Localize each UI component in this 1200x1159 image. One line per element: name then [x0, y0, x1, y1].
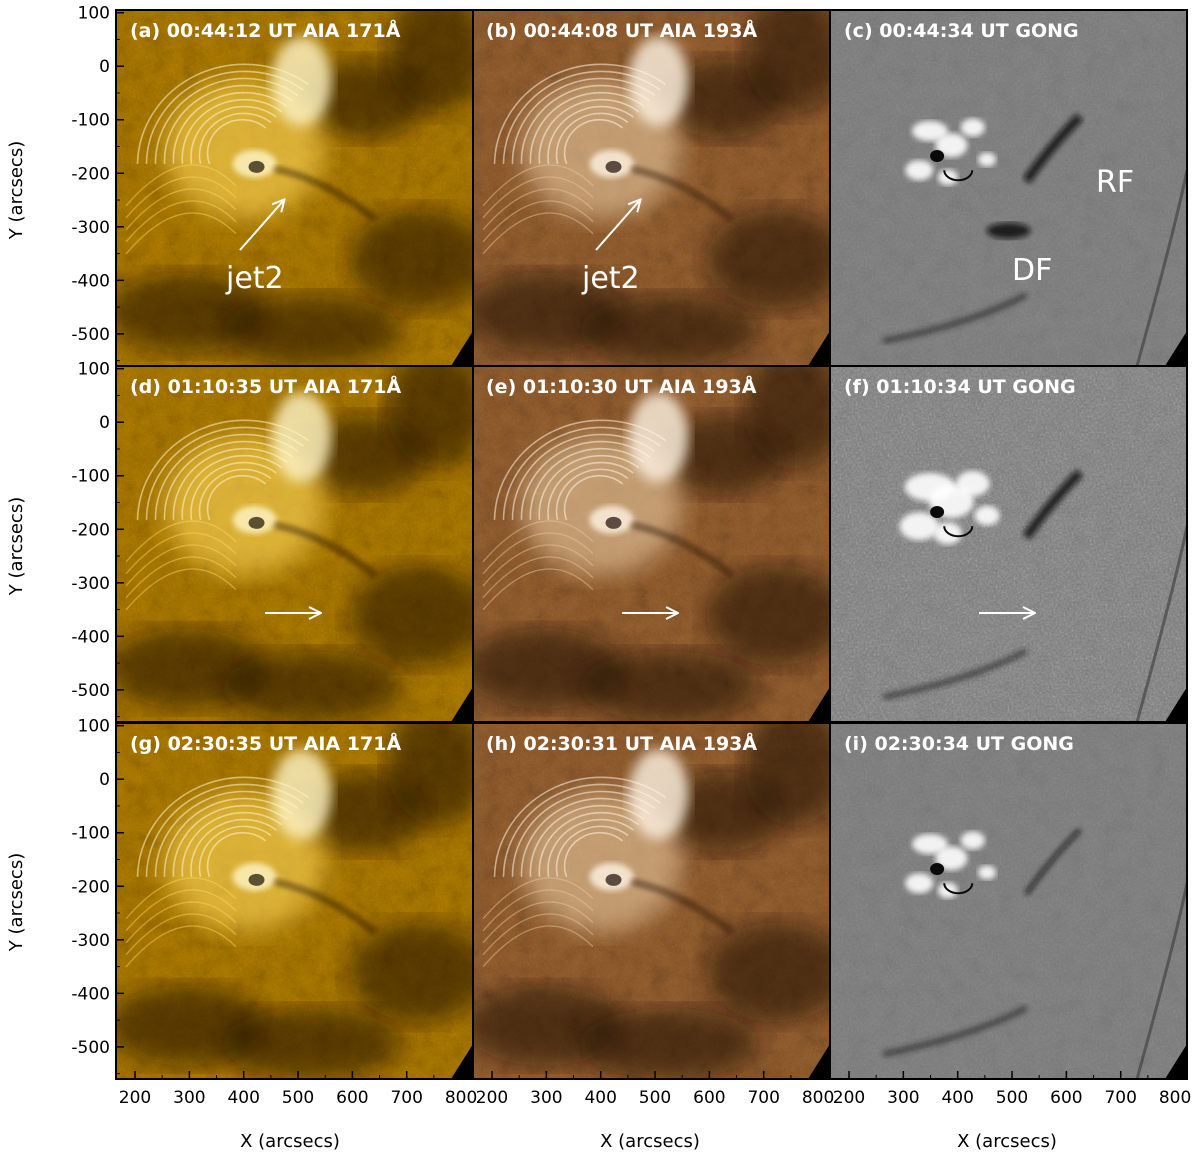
x-tick-label: 200: [476, 1088, 508, 1108]
y-tick-label: -500: [71, 681, 110, 701]
panel-labels: (a) 00:44:12 UT AIA 171Å (b) 00:44:08 UT…: [130, 18, 1079, 755]
x-tick-label: 300: [887, 1088, 919, 1108]
panel-image-g: [116, 723, 473, 1079]
y-tick-label: -500: [71, 325, 110, 345]
panel-image-c: [830, 10, 1187, 366]
image-panels: [115, 9, 1188, 1080]
x-axis-title-col2: X (arcsecs): [600, 1131, 700, 1152]
x-tick-label: 800: [802, 1088, 834, 1108]
panel-image-b: [473, 10, 830, 366]
x-tick-label: 700: [390, 1088, 422, 1108]
panel-label-i: (i) 02:30:34 UT GONG: [844, 733, 1074, 755]
x-tick-label: 700: [747, 1088, 779, 1108]
panel-label-c: (c) 00:44:34 UT GONG: [844, 20, 1079, 42]
panel-image-a: [116, 10, 473, 366]
y-tick-label: -200: [71, 877, 110, 897]
panel-label-b: (b) 00:44:08 UT AIA 193Å: [486, 18, 757, 42]
y-tick-label: 100: [78, 360, 110, 380]
y-tick-label: -500: [71, 1038, 110, 1058]
x-tick-label: 300: [173, 1088, 205, 1108]
x-tick-label: 400: [584, 1088, 616, 1108]
y-tick-label: -300: [71, 218, 110, 238]
y-tick-label: -300: [71, 931, 110, 951]
df-label: DF: [1012, 253, 1052, 288]
panel-frame: [829, 722, 1188, 1080]
y-axis-title-row3: Y (arcsecs): [6, 853, 27, 952]
y-tick-label: 0: [99, 413, 110, 433]
panel-image-f: [830, 366, 1187, 722]
jet2-arrow-b: [595, 200, 640, 251]
panel-f: [829, 365, 1188, 723]
y-tick-label: 100: [78, 717, 110, 737]
panel-label-g: (g) 02:30:35 UT AIA 171Å: [130, 731, 401, 755]
y-tick-label: -200: [71, 164, 110, 184]
x-tick-label: 600: [336, 1088, 368, 1108]
jet2-label-b: jet2: [581, 261, 640, 296]
y-tick-label: -300: [71, 574, 110, 594]
x-axis-title-col1: X (arcsecs): [240, 1131, 340, 1152]
panel-label-e: (e) 01:10:30 UT AIA 193Å: [486, 374, 757, 398]
x-axis-title-col3: X (arcsecs): [957, 1131, 1057, 1152]
x-tick-label: 500: [996, 1088, 1028, 1108]
y-tick-label: -100: [71, 824, 110, 844]
panel-i: [829, 722, 1188, 1080]
panel-image-h: [473, 723, 830, 1079]
y-axis-title-row1: Y (arcsecs): [6, 141, 27, 240]
x-tick-label: 800: [445, 1088, 477, 1108]
panel-label-h: (h) 02:30:31 UT AIA 193Å: [486, 731, 757, 755]
panel-label-d: (d) 01:10:35 UT AIA 171Å: [130, 374, 401, 398]
x-tick-label: 500: [282, 1088, 314, 1108]
y-tick-label: -200: [71, 520, 110, 540]
x-tick-label: 400: [941, 1088, 973, 1108]
y-tick-label: 0: [99, 57, 110, 77]
x-tick-label: 800: [1159, 1088, 1191, 1108]
x-tick-label: 200: [119, 1088, 151, 1108]
panel-b: [472, 9, 831, 367]
y-tick-label: -400: [71, 627, 110, 647]
y-tick-label: -400: [71, 271, 110, 291]
panel-h: [472, 722, 831, 1080]
annotations: jet2 jet2 RF DF: [225, 165, 1134, 613]
jet2-arrow-a: [239, 200, 284, 251]
jet2-label-a: jet2: [225, 261, 284, 296]
x-tick-label: 600: [1050, 1088, 1082, 1108]
axes: 100 0 -100 -200 -300 -400 -500 100 0 -100 -200 -300…: [71, 4, 1191, 1108]
rf-label: RF: [1096, 165, 1134, 200]
panel-c: [829, 9, 1188, 367]
x-tick-label: 600: [693, 1088, 725, 1108]
y-tick-label: -100: [71, 467, 110, 487]
y-axis-title-row2: Y (arcsecs): [6, 497, 27, 596]
x-tick-label: 700: [1104, 1088, 1136, 1108]
y-tick-label: 100: [78, 4, 110, 24]
x-tick-label: 200: [833, 1088, 865, 1108]
x-tick-label: 400: [227, 1088, 259, 1108]
panel-image-i: [830, 723, 1187, 1079]
panel-d: [115, 365, 474, 723]
y-tick-label: -400: [71, 984, 110, 1004]
panel-image-e: [473, 366, 830, 722]
panel-e: [472, 365, 831, 723]
y-tick-label: -100: [71, 111, 110, 131]
x-tick-label: 500: [639, 1088, 671, 1108]
panel-label-f: (f) 01:10:34 UT GONG: [844, 376, 1076, 398]
panel-image-d: [116, 366, 473, 722]
panel-label-a: (a) 00:44:12 UT AIA 171Å: [130, 18, 401, 42]
y-tick-label: 0: [99, 770, 110, 790]
panel-g: [115, 722, 474, 1080]
panel-a: [115, 9, 474, 367]
x-tick-label: 300: [530, 1088, 562, 1108]
